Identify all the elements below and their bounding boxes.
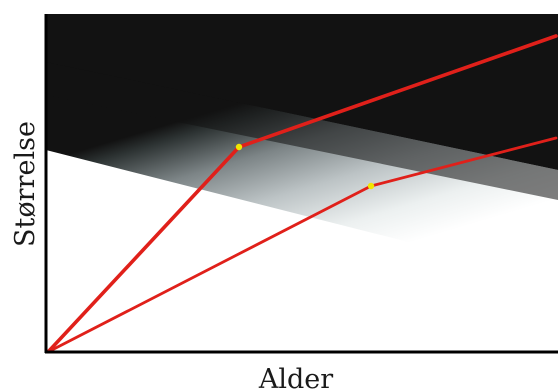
lower-breakpoint-marker — [367, 182, 375, 190]
axes — [44, 14, 558, 354]
dark-region — [46, 14, 558, 170]
plot-area — [46, 14, 558, 352]
y-axis-label: Størrelse — [10, 121, 41, 247]
transition-band — [46, 62, 558, 200]
x-axis-label: Alder — [258, 364, 333, 392]
upper-breakpoint-marker — [235, 143, 243, 151]
